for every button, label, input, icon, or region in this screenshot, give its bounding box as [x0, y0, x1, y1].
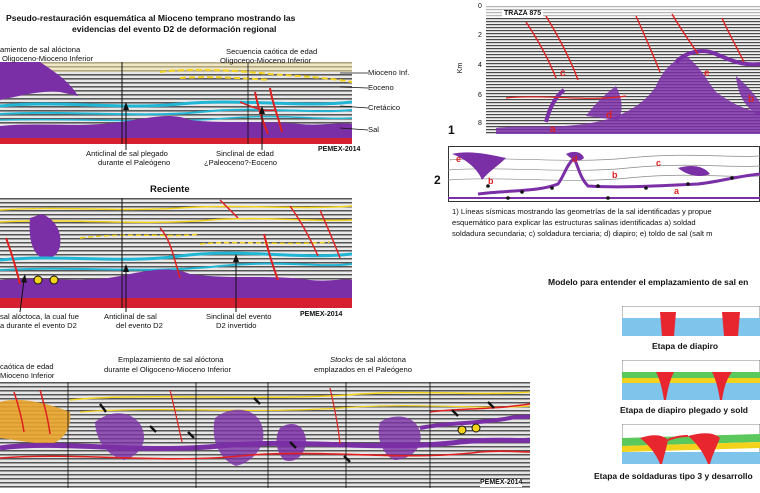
depth-tick-4: 4 — [478, 62, 482, 69]
top-syncline-label-a: Sinclinal de edad — [216, 149, 274, 158]
schematic-sketch: e b d c b a — [448, 146, 760, 202]
seismic-line-1: c e d a b — [486, 6, 760, 134]
seismic-section-top — [0, 62, 352, 144]
seismic-letter-e-1: e — [704, 68, 710, 79]
sketch-letter-b: b — [488, 176, 494, 186]
top-callout-lines — [340, 72, 369, 131]
figure-title-line-2: evidencias del evento D2 de deformación … — [72, 24, 277, 34]
top-label-sal: Sal — [368, 125, 379, 134]
top-credit: PEMEX-2014 — [318, 146, 361, 153]
top-anticline-label-a: Anticlinal de sal plegado — [86, 149, 168, 158]
seismic-letter-b-1: b — [748, 94, 754, 105]
seismic-section-bottom — [0, 382, 530, 488]
figure-title-line-1: Pseudo-restauración esquemática al Mioce… — [6, 13, 296, 23]
depth-tick-2: 2 — [478, 32, 482, 39]
sketch-letter-c: c — [656, 158, 661, 168]
bottom-stocks-label-b: emplazados en el Paleógeno — [314, 365, 412, 374]
stocks-rest: de sal alóctona — [352, 355, 406, 364]
depth-tick-0: 0 — [478, 3, 482, 10]
mid-credit: PEMEX-2014 — [300, 311, 343, 318]
seismic-section-mid — [0, 198, 352, 308]
top-label-mioceno: Mioceno Inf. — [368, 68, 410, 77]
sketch-letter-d: d — [572, 154, 578, 164]
top-anticline-label-b: durante el Paleógeno — [98, 158, 171, 167]
bottom-emplacement-label-b: durante el Oligoceno-Mioceno Inferior — [104, 365, 232, 374]
bottom-credit: PEMEX-2014 — [480, 479, 523, 488]
mid-syncline-label-b: D2 invertido — [216, 321, 257, 330]
depth-tick-6: 6 — [478, 92, 482, 99]
top-arrows — [123, 102, 265, 150]
top-label-eoceno: Eoceno — [368, 83, 394, 92]
stocks-italic: Stocks — [330, 355, 353, 364]
model-stage-2-diagram — [622, 360, 760, 400]
mid-left-label-a: sal alóctoca, la cual fue — [0, 312, 79, 321]
model-stage-3-diagram — [622, 424, 760, 464]
seismic-letter-d-1: d — [606, 110, 612, 121]
top-left-label-b: Oligoceno-Mioceno Inferior — [2, 54, 94, 63]
model-stage-2-label: Etapa de diapiro plegado y sold — [620, 405, 748, 415]
caption-line-1: 1) Líneas sísmicas mostrando las geometr… — [452, 207, 712, 216]
caption-line-3: soldadura secundaria; c) soldadura terci… — [452, 229, 713, 238]
mid-heading: Reciente — [150, 184, 190, 195]
sketch-letter-e: e — [456, 154, 461, 164]
panel-number-2: 2 — [434, 173, 441, 187]
mid-anticline-label-a: Anticlinal de sal — [104, 312, 157, 321]
mid-left-label-b: a durante el evento D2 — [0, 321, 77, 330]
bottom-left-label-b: Mioceno Inferior — [0, 371, 55, 380]
mid-syncline-label-a: Sinclinal del evento — [206, 312, 272, 321]
seismic-letter-c-1: c — [560, 68, 566, 79]
bottom-emplacement-label-a: Emplazamiento de sal alóctona — [118, 355, 224, 364]
caption-line-2: esquemático para explicar las estructura… — [452, 218, 696, 227]
top-left-label-a: amiento de sal alóctona — [0, 45, 81, 54]
model-stage-1-diagram — [622, 306, 760, 336]
sketch-letter-b2: b — [612, 170, 618, 180]
top-chaotic-label-a: Secuencia caótica de edad — [226, 47, 318, 56]
model-stage-3-label: Etapa de soldaduras tipo 3 y desarrollo — [594, 471, 753, 481]
mid-arrows — [19, 254, 239, 313]
bottom-left-label-a: caótica de edad — [0, 362, 54, 371]
trace-label: TRAZA 875 — [502, 10, 544, 19]
top-chaotic-label-b: Oligoceno-Mioceno Inferior — [220, 56, 312, 65]
model-heading: Modelo para entender el emplazamiento de… — [548, 277, 749, 287]
seismic-letter-a-1: a — [550, 124, 556, 134]
panel-number-1: 1 — [448, 123, 455, 137]
bottom-stocks-label-a: Stocks de sal alóctona — [330, 355, 406, 365]
depth-tick-8: 8 — [478, 120, 482, 127]
depth-axis-label: Km — [457, 62, 465, 74]
mid-anticline-label-b: del evento D2 — [116, 321, 163, 330]
top-syncline-label-b: ¿Paleoceno?-Eoceno — [204, 158, 278, 167]
model-stage-1-label: Etapa de diapiro — [652, 341, 719, 351]
sketch-letter-a: a — [674, 186, 680, 196]
top-label-cretacico: Cretácico — [368, 103, 401, 112]
